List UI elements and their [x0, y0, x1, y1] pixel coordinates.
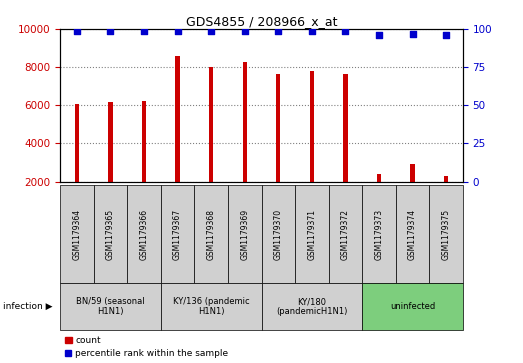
- Bar: [444, 176, 448, 220]
- Bar: [429, 185, 463, 283]
- Bar: [396, 185, 429, 283]
- Text: GSM1179373: GSM1179373: [374, 209, 383, 260]
- Text: BN/59 (seasonal
H1N1): BN/59 (seasonal H1N1): [76, 297, 145, 317]
- Text: GSM1179370: GSM1179370: [274, 209, 283, 260]
- Text: GSM1179364: GSM1179364: [72, 209, 82, 260]
- Point: [274, 28, 282, 33]
- Text: infection ▶: infection ▶: [3, 302, 52, 311]
- Text: GSM1179367: GSM1179367: [173, 209, 182, 260]
- Bar: [310, 71, 314, 220]
- Bar: [127, 185, 161, 283]
- Text: GSM1179374: GSM1179374: [408, 209, 417, 260]
- Bar: [276, 74, 280, 220]
- Bar: [60, 185, 94, 283]
- Bar: [362, 283, 463, 330]
- Bar: [175, 56, 180, 220]
- Text: GSM1179368: GSM1179368: [207, 209, 215, 260]
- Bar: [75, 104, 79, 220]
- Bar: [328, 185, 362, 283]
- Point: [442, 32, 450, 38]
- Point: [106, 28, 115, 33]
- Bar: [411, 164, 415, 220]
- Text: KY/136 (pandemic
H1N1): KY/136 (pandemic H1N1): [173, 297, 249, 317]
- Title: GDS4855 / 208966_x_at: GDS4855 / 208966_x_at: [186, 15, 337, 28]
- Bar: [108, 102, 112, 220]
- Bar: [377, 174, 381, 220]
- Bar: [362, 185, 396, 283]
- Bar: [262, 283, 362, 330]
- Point: [241, 28, 249, 33]
- Bar: [161, 185, 195, 283]
- Bar: [161, 283, 262, 330]
- Bar: [295, 185, 328, 283]
- Point: [207, 28, 215, 33]
- Text: GSM1179372: GSM1179372: [341, 209, 350, 260]
- Text: GSM1179366: GSM1179366: [140, 209, 149, 260]
- Point: [308, 28, 316, 33]
- Bar: [343, 74, 348, 220]
- Bar: [195, 185, 228, 283]
- Point: [174, 28, 182, 33]
- Text: GSM1179371: GSM1179371: [308, 209, 316, 260]
- Point: [140, 28, 148, 33]
- Bar: [262, 185, 295, 283]
- Text: KY/180
(pandemicH1N1): KY/180 (pandemicH1N1): [276, 297, 347, 317]
- Point: [408, 31, 417, 37]
- Bar: [60, 283, 161, 330]
- Bar: [94, 185, 127, 283]
- Text: uninfected: uninfected: [390, 302, 435, 311]
- Text: GSM1179365: GSM1179365: [106, 209, 115, 260]
- Bar: [243, 62, 247, 220]
- Point: [341, 28, 349, 33]
- Text: GSM1179369: GSM1179369: [240, 209, 249, 260]
- Point: [73, 28, 81, 33]
- Bar: [142, 101, 146, 220]
- Bar: [209, 67, 213, 220]
- Text: GSM1179375: GSM1179375: [441, 209, 451, 260]
- Legend: count, percentile rank within the sample: count, percentile rank within the sample: [65, 336, 229, 359]
- Bar: [228, 185, 262, 283]
- Point: [375, 32, 383, 38]
